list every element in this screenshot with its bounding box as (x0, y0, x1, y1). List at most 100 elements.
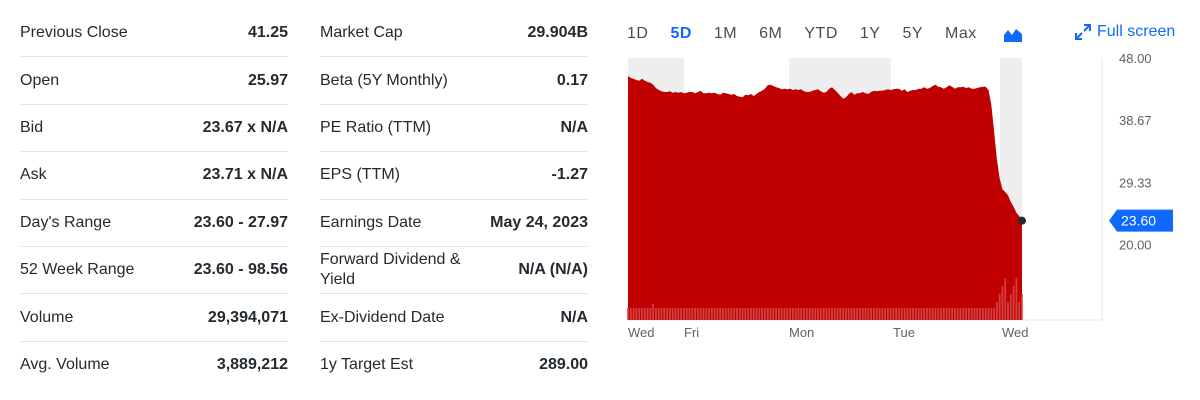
current-price-tag: 23.60 (1109, 209, 1173, 232)
volume-bar (750, 308, 752, 320)
y-tick-label: 38.67 (1119, 113, 1152, 128)
volume-bar (873, 308, 875, 320)
volume-bar (900, 308, 903, 320)
volume-bar (892, 308, 895, 320)
volume-bar (912, 308, 914, 320)
volume-bar (660, 308, 663, 320)
volume-bar (744, 308, 747, 320)
tab-5d[interactable]: 5D (670, 25, 692, 42)
stat-label: 52 Week Range (20, 261, 135, 279)
volume-bar (833, 308, 836, 320)
volume-bar (1004, 278, 1007, 320)
volume-bar (652, 304, 655, 320)
volume-bar (674, 308, 677, 320)
stat-label: EPS (TTM) (320, 166, 400, 184)
stat-label: Beta (5Y Monthly) (320, 71, 448, 89)
tab-ytd[interactable]: YTD (804, 25, 838, 42)
volume-bar (845, 308, 847, 320)
volume-bar (940, 308, 942, 320)
volume-bar (761, 308, 764, 320)
volume-bar (1001, 286, 1004, 320)
stat-value: May 24, 2023 (490, 213, 588, 231)
tab-max[interactable]: Max (945, 25, 977, 42)
volume-bar (920, 308, 923, 320)
stat-value: 0.17 (556, 71, 588, 89)
volume-bar (954, 308, 956, 320)
tab-1y[interactable]: 1Y (859, 25, 881, 42)
volume-bar (906, 308, 909, 320)
stat-row: Market Cap 29.904B (320, 10, 588, 58)
volume-bar (691, 308, 694, 320)
volume-bar (730, 308, 733, 320)
volume-bar (948, 308, 951, 320)
last-price-dot (1018, 216, 1026, 225)
volume-bars (627, 278, 1023, 320)
y-tick-label: 20.00 (1119, 238, 1152, 253)
stat-value: N/A (N/A) (518, 261, 588, 279)
volume-bar (627, 308, 629, 320)
volume-bar (764, 308, 766, 320)
y-axis: 48.00 38.67 29.33 20.00 (1119, 51, 1152, 253)
volume-bar (847, 308, 850, 320)
volume-bar (825, 308, 828, 320)
stat-row: Avg. Volume 3,889,212 (20, 342, 288, 389)
volume-bar (800, 308, 803, 320)
mountain-chart-icon[interactable] (1003, 27, 1023, 43)
volume-bar (663, 308, 666, 320)
stat-label: Market Cap (320, 24, 403, 42)
volume-bar (696, 308, 699, 320)
volume-bar (786, 308, 789, 320)
volume-bar (819, 308, 822, 320)
stat-label: Previous Close (20, 24, 128, 42)
volume-bar (791, 308, 794, 320)
volume-bar (713, 308, 716, 320)
volume-bar (769, 308, 772, 320)
volume-bar (870, 308, 873, 320)
fullscreen-button[interactable]: Full screen (1074, 23, 1175, 41)
volume-bar (853, 308, 856, 320)
stat-row: Ex-Dividend Date N/A (320, 294, 588, 342)
volume-bar (657, 308, 660, 320)
volume-bar (719, 308, 722, 320)
volume-bar (694, 308, 696, 320)
volume-bar (976, 308, 979, 320)
stat-row: 1y Target Est 289.00 (320, 342, 588, 389)
volume-bar (738, 308, 741, 320)
volume-bar (817, 308, 819, 320)
stat-label: Volume (20, 308, 74, 326)
volume-bar (962, 308, 965, 320)
tab-5y[interactable]: 5Y (902, 25, 924, 42)
x-tick-label: Wed (628, 325, 655, 340)
volume-bar (808, 308, 811, 320)
volume-bar (931, 308, 934, 320)
volume-bar (1009, 294, 1012, 320)
volume-bar (775, 308, 777, 320)
volume-bar (878, 308, 881, 320)
stat-row: Forward Dividend & Yield N/A (N/A) (320, 247, 588, 295)
volume-bar (708, 308, 710, 320)
stat-label: Earnings Date (320, 213, 422, 231)
stat-row: Beta (5Y Monthly) 0.17 (320, 57, 588, 105)
volume-bar (842, 308, 845, 320)
volume-bar (741, 308, 744, 320)
volume-bar (861, 308, 864, 320)
volume-bar (635, 308, 638, 320)
stat-row: Ask 23.71 x N/A (20, 152, 288, 200)
tab-1m[interactable]: 1M (713, 25, 738, 42)
volume-bar (956, 308, 959, 320)
volume-bar (1015, 278, 1018, 320)
volume-bar (881, 308, 884, 320)
volume-bar (655, 308, 657, 320)
x-tick-label: Fri (684, 325, 699, 340)
price-chart[interactable]: 48.00 38.67 29.33 20.00 Wed Fri Mon Tue Wed 23.… (620, 50, 1200, 350)
volume-bar (836, 308, 839, 320)
volume-bar (973, 308, 976, 320)
volume-bar (898, 308, 900, 320)
volume-bar (747, 308, 750, 320)
tab-6m[interactable]: 6M (759, 25, 783, 42)
tab-1d[interactable]: 1D (627, 25, 649, 42)
volume-bar (959, 308, 962, 320)
volume-bar (727, 308, 730, 320)
volume-bar (777, 308, 780, 320)
volume-bar (875, 308, 878, 320)
